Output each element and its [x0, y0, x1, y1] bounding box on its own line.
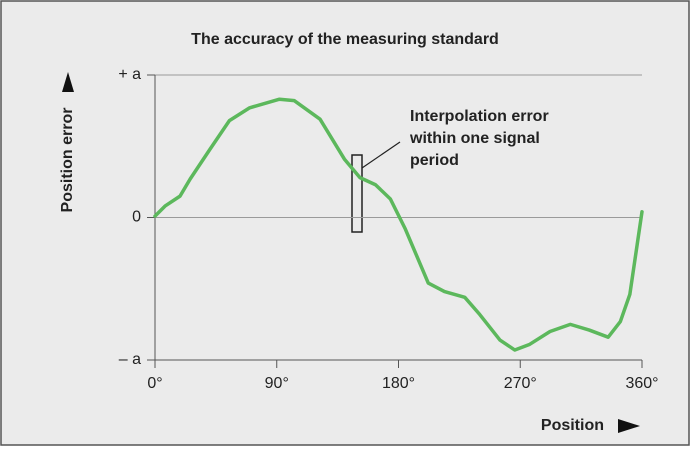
- annotation: within one signal: [409, 130, 540, 147]
- y-tick-label: 0: [132, 209, 141, 226]
- y-tick-label: – a: [119, 351, 141, 368]
- x-tick-label: 90°: [265, 375, 289, 392]
- line: [153, 97, 644, 352]
- y-axis-label: Position error: [59, 108, 76, 213]
- x-tick-label: 180°: [382, 375, 415, 392]
- interpolation-box: [351, 154, 363, 233]
- x-axis-label: Position: [541, 417, 604, 434]
- y-tick-label: + a: [118, 66, 141, 83]
- x-tick-label: 360°: [625, 375, 658, 392]
- x-tick-label: 270°: [504, 375, 537, 392]
- annotation: Interpolation error: [410, 108, 549, 125]
- x-arrow: [618, 419, 640, 433]
- chart-title: The accuracy of the measuring standard: [191, 31, 499, 48]
- y-arrow: [62, 72, 74, 92]
- x-tick-label: 0°: [147, 375, 162, 392]
- annotation: period: [410, 152, 459, 169]
- leader-line: [361, 141, 401, 169]
